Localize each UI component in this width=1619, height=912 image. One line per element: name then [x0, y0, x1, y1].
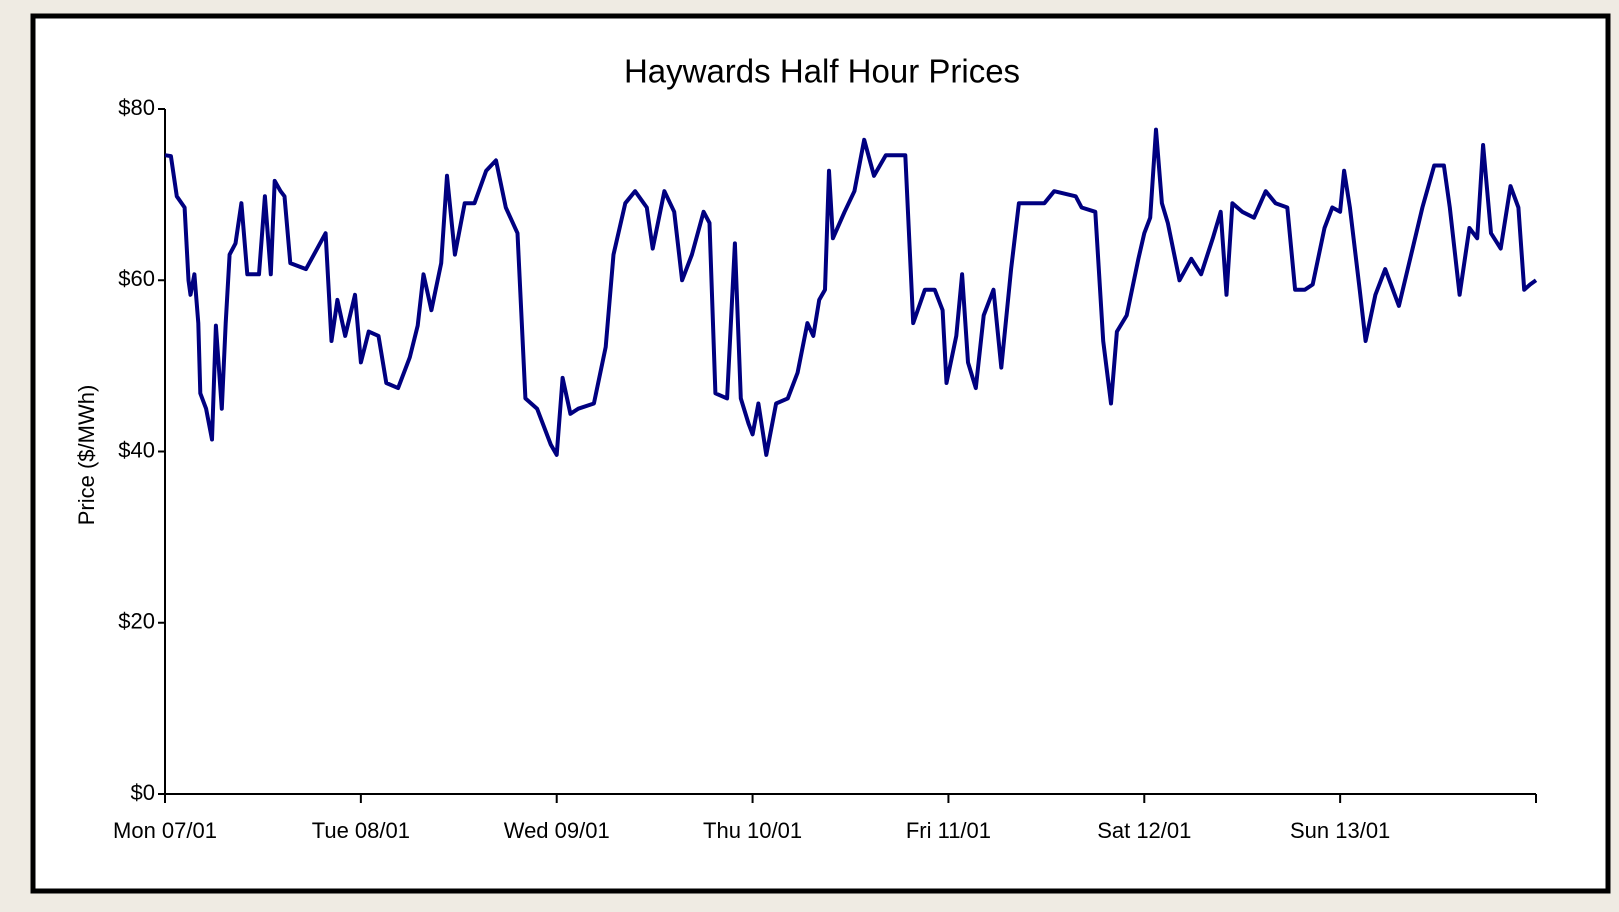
x-tick-label: Thu 10/01 [703, 818, 802, 843]
y-tick-label: $0 [131, 780, 155, 805]
y-tick-label: $60 [118, 266, 155, 291]
y-tick-label: $40 [118, 437, 155, 462]
x-tick-label: Sat 12/01 [1097, 818, 1191, 843]
chart-frame [30, 13, 1611, 894]
price-line [164, 127, 1538, 457]
x-tick-label: Fri 11/01 [906, 818, 991, 843]
y-axis-label: Price ($/MWh) [74, 385, 99, 526]
x-tick-label: Mon 07/01 [113, 818, 217, 843]
x-tick-label: Sun 13/01 [1290, 818, 1390, 843]
chart-title: Haywards Half Hour Prices [624, 53, 1020, 90]
y-tick-label: $20 [118, 609, 155, 634]
y-tick-label: $80 [118, 95, 155, 120]
x-tick-label: Tue 08/01 [312, 818, 410, 843]
x-tick-label: Wed 09/01 [504, 818, 610, 843]
